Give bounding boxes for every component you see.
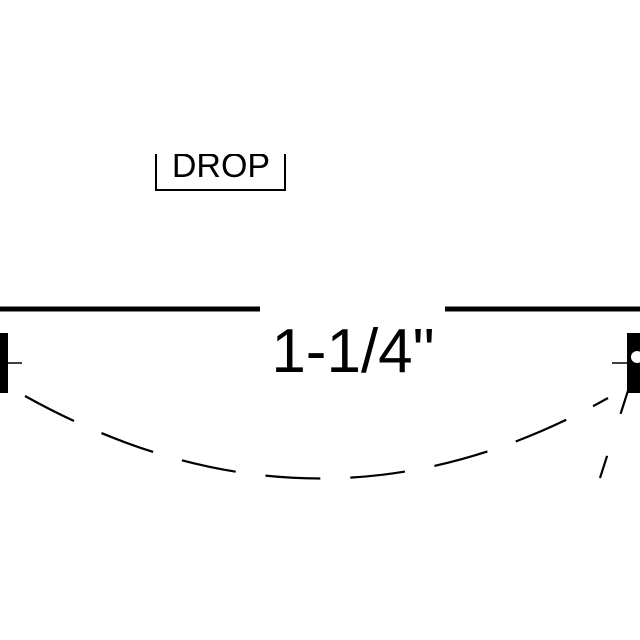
dimension-line: 1-1/4" [0, 306, 640, 386]
right-dashed-line [598, 371, 636, 479]
dimension-label: 1-1/4" [271, 317, 434, 386]
drop-callout: DROP [155, 147, 286, 191]
right-end-circle [629, 349, 640, 365]
dashed-arc [24, 395, 609, 480]
drop-label: DROP [172, 147, 270, 185]
right-end-marker [612, 333, 640, 393]
left-end-marker [0, 333, 22, 393]
